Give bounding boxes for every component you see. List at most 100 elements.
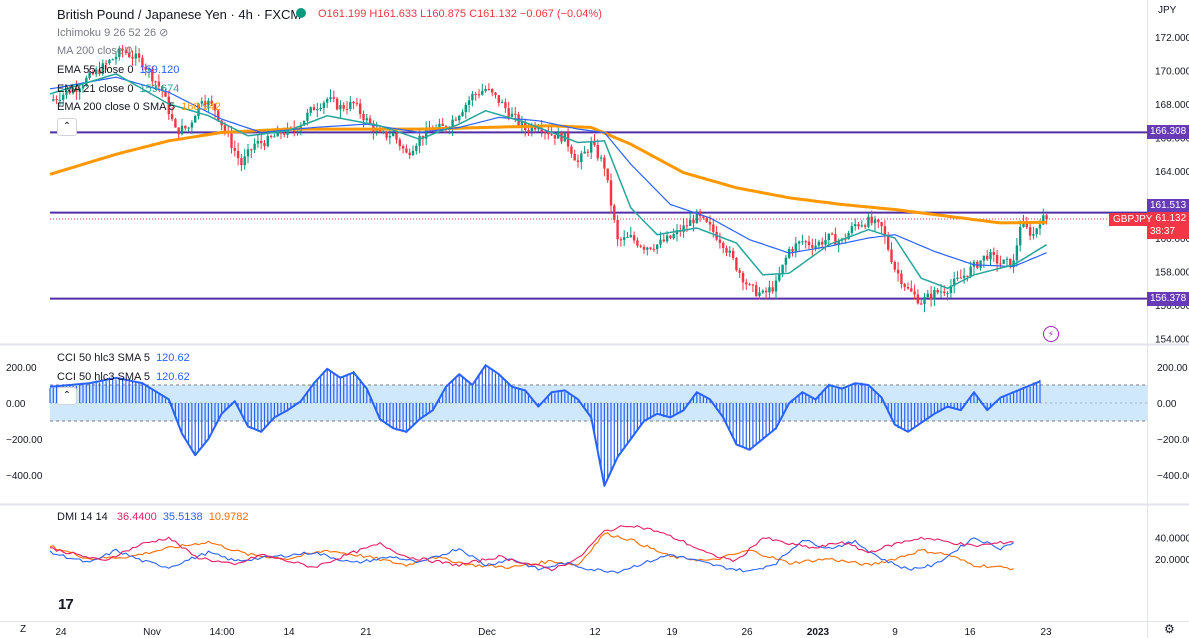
candle-body: [207, 100, 210, 106]
candle-body: [867, 216, 870, 227]
candle-body: [441, 123, 444, 127]
candle-body: [1019, 227, 1022, 246]
change-value: −0.067 (−0.04%): [519, 8, 602, 20]
gear-icon[interactable]: ⚙: [1164, 622, 1175, 636]
candle-body: [573, 153, 576, 161]
ema21-legend[interactable]: EMA 21 close 0 159.674: [57, 83, 180, 95]
candle-body: [593, 141, 596, 145]
candle-body: [75, 88, 78, 92]
currency-label[interactable]: JPY: [1158, 5, 1177, 16]
candle-body: [893, 262, 896, 270]
candle-body: [672, 234, 675, 239]
candle-body: [68, 90, 71, 94]
candle-body: [368, 118, 372, 124]
candle-body: [814, 245, 817, 248]
dmi-legend[interactable]: DMI 14 14 36.4400 35.5138 10.9782: [57, 511, 249, 523]
candle-body: [712, 224, 715, 233]
candle-body: [137, 53, 141, 58]
candle-body: [900, 273, 903, 284]
cci-legend-1[interactable]: CCI 50 hlc3 SMA 5 120.62: [57, 352, 190, 364]
candle-body: [689, 220, 692, 227]
cci-tick-label: 0.00: [1157, 399, 1177, 410]
collapse-cci-legend-button[interactable]: ⌃: [57, 387, 77, 405]
market-open-indicator: [296, 8, 306, 18]
candle-body: [398, 139, 401, 147]
candle-body: [854, 224, 857, 227]
ma200-legend[interactable]: MA 200 close 0: [57, 45, 133, 57]
candle-body: [491, 89, 494, 93]
candle-body: [319, 107, 322, 110]
candle-body: [745, 282, 748, 285]
dmi-plus-line: [49, 525, 1014, 572]
candle-body: [797, 241, 801, 244]
cci-tick-label-left: −200.00: [6, 435, 43, 446]
candle-body: [821, 241, 824, 245]
candle-body: [570, 146, 573, 154]
collapse-legend-button[interactable]: ⌃: [57, 118, 77, 136]
time-tick-label: Nov: [143, 627, 161, 638]
candle-body: [632, 235, 636, 241]
ohlc-readout: O161.199 H161.633 L160.875 C161.132 −0.0…: [318, 8, 602, 20]
candle-body: [758, 292, 761, 296]
candle-body: [804, 241, 807, 243]
cci-tick-label-left: −400.00: [6, 471, 43, 482]
candle-body: [665, 235, 669, 242]
candle-body: [837, 240, 840, 245]
candle-body: [702, 216, 705, 218]
candle-body: [708, 222, 712, 225]
ema200-legend[interactable]: EMA 200 close 0 SMA 5 160.942: [57, 101, 221, 113]
ichimoku-legend[interactable]: Ichimoku 9 26 52 26 ⊘: [57, 27, 169, 39]
symbol-ticker-tag: GBPJPY: [1109, 213, 1157, 226]
candle-body: [190, 122, 194, 128]
candle-body: [98, 69, 101, 74]
symbol-title[interactable]: British Pound / Japanese Yen · 4h · FXCM: [57, 7, 302, 22]
candle-body: [355, 103, 359, 105]
candle-body: [283, 133, 286, 135]
candle-body: [382, 131, 385, 133]
candle-body: [609, 180, 613, 206]
candle-body: [180, 125, 184, 135]
candle-body: [1032, 234, 1035, 236]
candle-body: [540, 128, 543, 132]
candle-body: [596, 144, 599, 159]
candle-body: [811, 245, 814, 248]
candle-body: [345, 108, 349, 110]
lightning-icon[interactable]: ⚡: [1043, 326, 1059, 342]
price-tick-label: 164.000: [1155, 167, 1189, 178]
cci-legend-2[interactable]: CCI 50 hlc3 SMA 5 120.62: [57, 371, 190, 383]
dmi-minus-line: [49, 537, 1014, 574]
candle-body: [943, 291, 946, 294]
candle-body: [731, 250, 735, 258]
candle-body: [217, 110, 220, 121]
candle-body: [378, 129, 382, 133]
candle-body: [887, 236, 890, 250]
candle-body: [946, 293, 949, 295]
candle-body: [263, 143, 266, 147]
candle-body: [500, 102, 504, 104]
candle-body: [170, 114, 174, 120]
candle-body: [95, 69, 98, 75]
candle-body: [266, 135, 269, 147]
candle-body: [114, 56, 118, 60]
candle-body: [543, 131, 547, 133]
ema55-legend[interactable]: EMA 55 close 0 159.120: [57, 64, 180, 76]
candle-body: [725, 248, 728, 253]
candle-body: [550, 134, 553, 136]
candle-body: [755, 285, 758, 296]
ema55-value: 159.120: [139, 64, 180, 76]
ema21-value: 159.674: [139, 83, 180, 95]
bar-countdown-label: 38:37: [1147, 225, 1189, 239]
candle-body: [827, 233, 830, 240]
candle-body: [236, 150, 240, 159]
candle-body: [464, 104, 467, 113]
candle-body: [768, 287, 771, 293]
candle-body: [451, 119, 454, 129]
candle-body: [339, 105, 342, 110]
candle-body: [1045, 215, 1048, 220]
zoom-z-icon[interactable]: Z: [20, 624, 27, 635]
candle-body: [929, 293, 933, 300]
candle-body: [210, 100, 213, 104]
candle-body: [669, 235, 672, 239]
candle-body: [896, 269, 900, 274]
